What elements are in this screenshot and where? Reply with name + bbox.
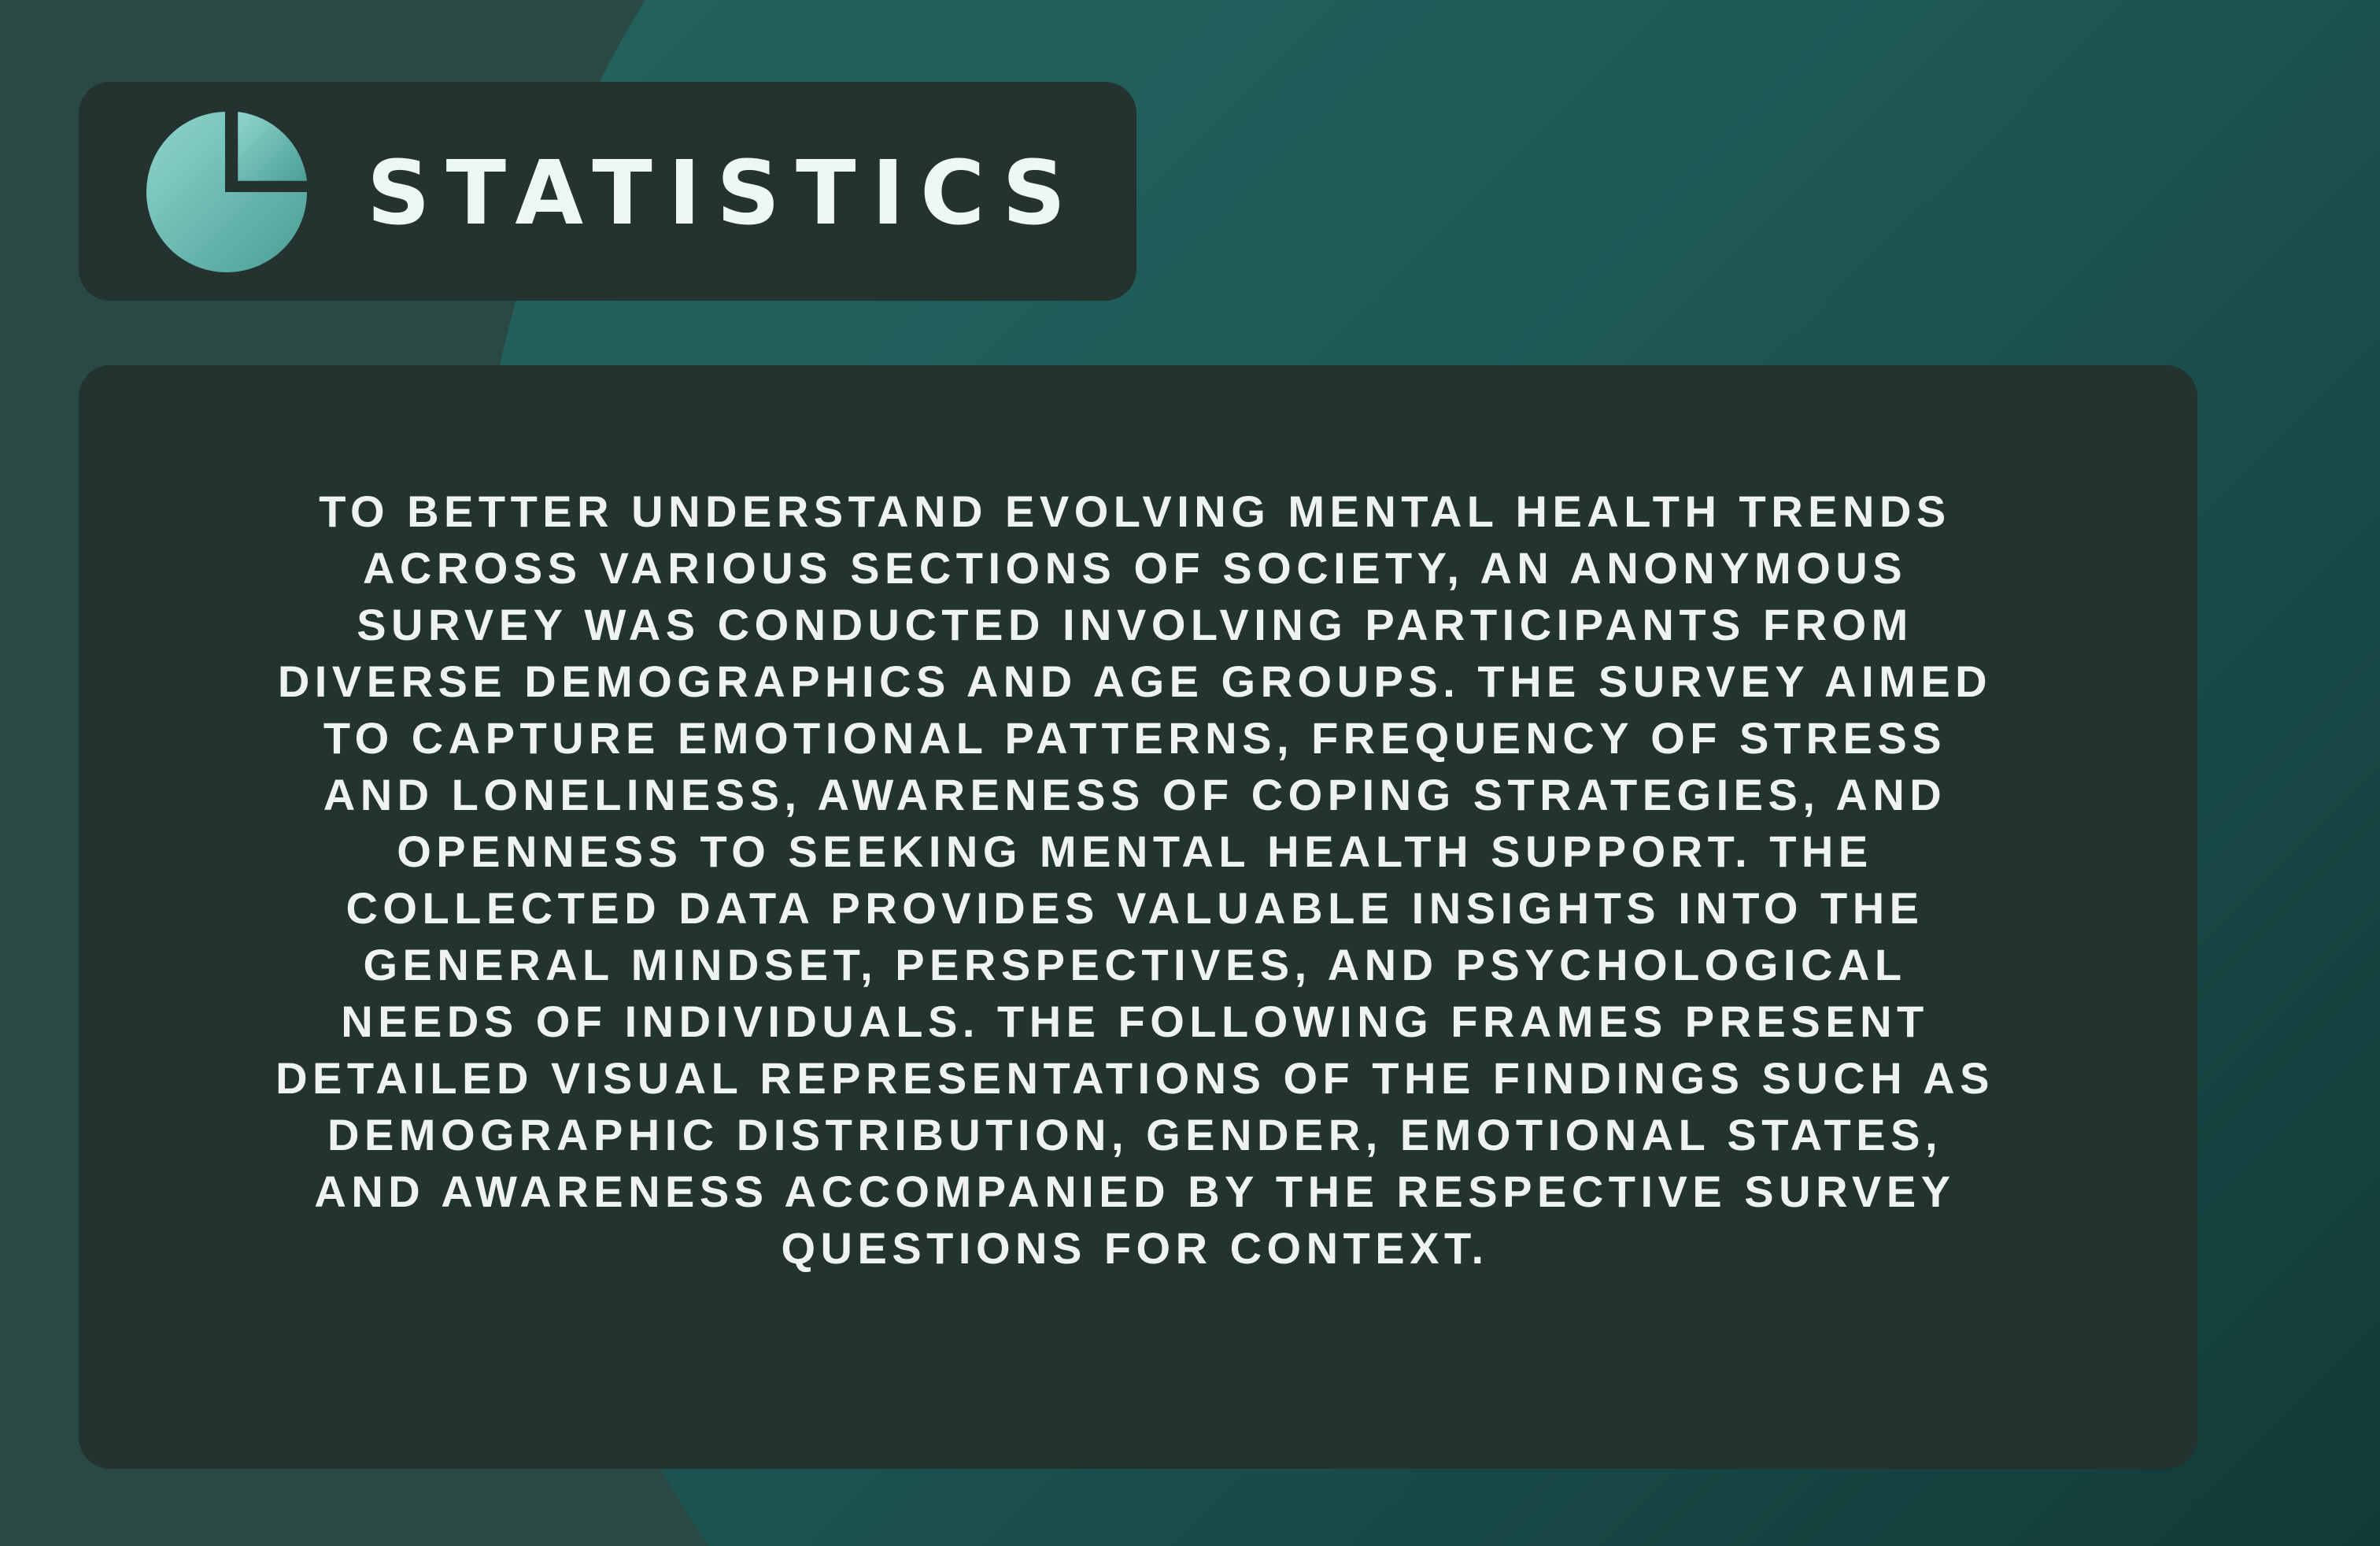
content-card [79,365,2197,1469]
pie-chart-icon [146,112,307,272]
survey-description: TO BETTER UNDERSTAND EVOLVING MENTAL HEA… [275,486,1994,1273]
page-title: STATISTICS [367,142,1082,245]
